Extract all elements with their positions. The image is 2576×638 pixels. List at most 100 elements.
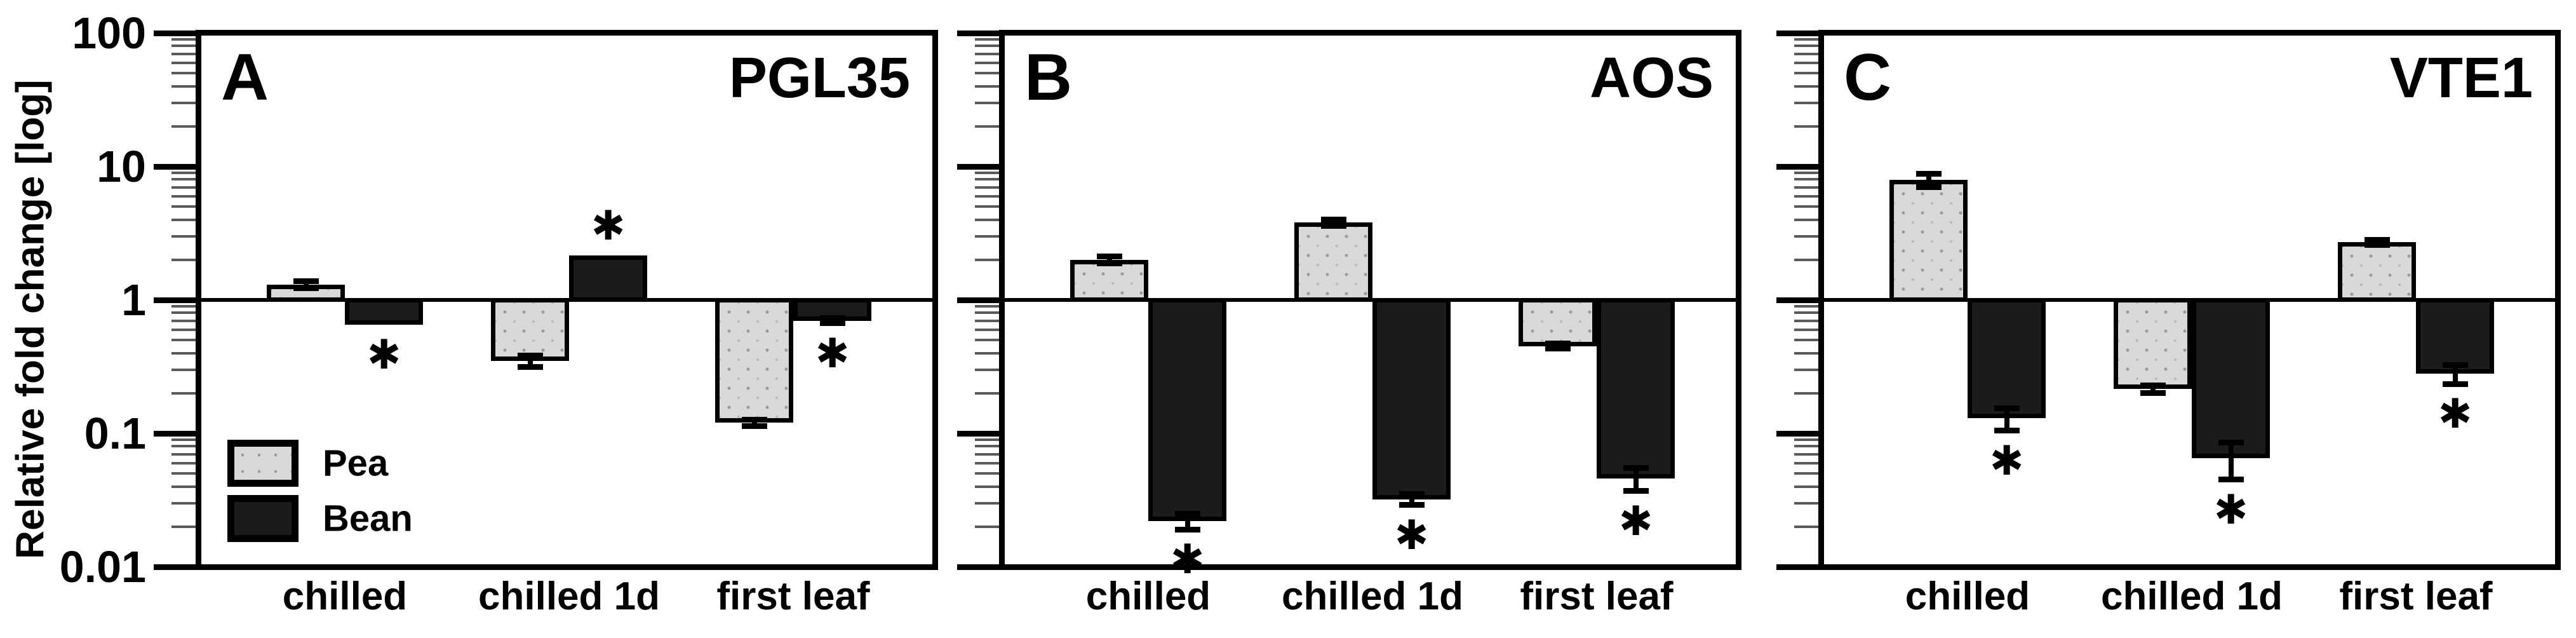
y-minor-tick: [975, 452, 999, 456]
panel-title: PGL35: [728, 46, 910, 110]
y-minor-tick: [1794, 525, 1818, 528]
y-major-tick: [154, 297, 196, 303]
y-minor-tick: [1794, 438, 1818, 441]
y-major-tick: [154, 30, 196, 36]
y-minor-tick: [975, 37, 999, 41]
error-bar-cap-bottom: [1915, 184, 1942, 191]
y-minor-tick: [1794, 205, 1818, 208]
bar-pea-chilled-1d: [2114, 298, 2192, 390]
bar-pea-chilled-1d: [1294, 222, 1372, 302]
y-minor-tick: [1794, 85, 1818, 88]
y-minor-tick: [975, 178, 999, 181]
y-minor-tick: [1794, 178, 1818, 181]
y-minor-tick: [975, 391, 999, 395]
error-bar-cap-top: [517, 352, 543, 358]
significance-asterisk: ✱: [1170, 536, 1205, 584]
error-bar-cap-top: [1320, 217, 1346, 223]
error-bar-cap-top: [1399, 491, 1425, 498]
error-bar-stem: [527, 355, 533, 367]
significance-asterisk: ✱: [591, 203, 626, 250]
y-minor-tick: [975, 186, 999, 189]
error-bar-cap-bottom: [1994, 428, 2020, 434]
y-minor-tick: [171, 525, 196, 528]
error-bar-cap-top: [819, 315, 845, 322]
error-bar-cap-top: [1994, 405, 2020, 411]
y-minor-tick: [1794, 339, 1818, 342]
y-minor-tick: [975, 72, 999, 75]
y-minor-tick: [171, 445, 196, 448]
y-minor-tick: [1794, 472, 1818, 475]
legend-label-bean: Bean: [323, 498, 413, 540]
bar-pea-first-leaf: [715, 298, 793, 423]
y-major-tick: [1776, 430, 1818, 437]
y-major-tick: [1776, 564, 1818, 570]
y-minor-tick: [1794, 391, 1818, 395]
y-minor-tick: [1794, 125, 1818, 128]
y-major-tick: [957, 564, 999, 570]
y-minor-tick: [1794, 194, 1818, 198]
y-minor-tick: [171, 186, 196, 189]
y-minor-tick: [1794, 368, 1818, 371]
error-bar-cap-top: [2218, 440, 2244, 446]
y-minor-tick: [1794, 37, 1818, 41]
y-minor-tick: [1794, 351, 1818, 355]
y-minor-tick: [975, 485, 999, 488]
x-category-label: chilled 1d: [2101, 574, 2283, 618]
significance-asterisk: ✱: [1989, 437, 2024, 485]
bar-bean-chilled-1d: [1372, 298, 1451, 499]
y-minor-tick: [171, 485, 196, 488]
error-bar-cap-top: [2364, 236, 2390, 243]
error-bar-cap-bottom: [1623, 488, 1649, 494]
y-minor-tick: [1794, 52, 1818, 55]
y-minor-tick: [171, 85, 196, 88]
y-minor-tick: [171, 472, 196, 475]
error-bar-cap-bottom: [819, 320, 845, 327]
legend-swatch-bean: [227, 495, 299, 542]
y-minor-tick: [1794, 186, 1818, 189]
y-minor-tick: [975, 125, 999, 128]
error-bar-cap-top: [1623, 465, 1649, 472]
error-bar-cap-top: [293, 278, 319, 285]
y-major-tick: [154, 163, 196, 170]
y-minor-tick: [171, 37, 196, 41]
error-bar-stem: [1409, 494, 1414, 505]
y-minor-tick: [1794, 171, 1818, 174]
y-minor-tick: [975, 501, 999, 505]
y-minor-tick: [171, 501, 196, 505]
y-major-tick: [957, 163, 999, 170]
y-minor-tick: [171, 194, 196, 198]
error-bar-stem: [1926, 173, 1931, 187]
y-minor-tick: [1794, 461, 1818, 465]
y-minor-tick: [1794, 445, 1818, 448]
y-minor-tick: [171, 391, 196, 395]
y-minor-tick: [975, 304, 999, 308]
y-major-tick: [957, 430, 999, 437]
x-category-label: chilled 1d: [1282, 574, 1463, 618]
error-bar-cap-bottom: [293, 285, 319, 292]
y-minor-tick: [1794, 258, 1818, 261]
y-minor-tick: [975, 171, 999, 174]
error-bar-cap-top: [741, 417, 767, 423]
y-minor-tick: [1794, 501, 1818, 505]
y-major-tick: [1776, 163, 1818, 170]
error-bar-cap-top: [2442, 362, 2468, 368]
y-minor-tick: [171, 452, 196, 456]
y-minor-tick: [171, 178, 196, 181]
error-bar-stem: [303, 281, 309, 288]
y-tick-label: 0.01: [59, 542, 146, 592]
error-bar-stem: [2228, 442, 2234, 480]
y-minor-tick: [975, 218, 999, 221]
panel-title: AOS: [1589, 46, 1714, 110]
y-minor-tick: [171, 205, 196, 208]
y-minor-tick: [975, 319, 999, 322]
y-minor-tick: [975, 438, 999, 441]
y-minor-tick: [1794, 319, 1818, 322]
y-minor-tick: [975, 461, 999, 465]
panel-title: VTE1: [2389, 46, 2533, 110]
y-minor-tick: [171, 368, 196, 371]
y-major-tick: [1776, 30, 1818, 36]
y-minor-tick: [171, 319, 196, 322]
bar-pea-first-leaf: [1519, 298, 1597, 346]
x-category-label: chilled: [282, 574, 408, 618]
